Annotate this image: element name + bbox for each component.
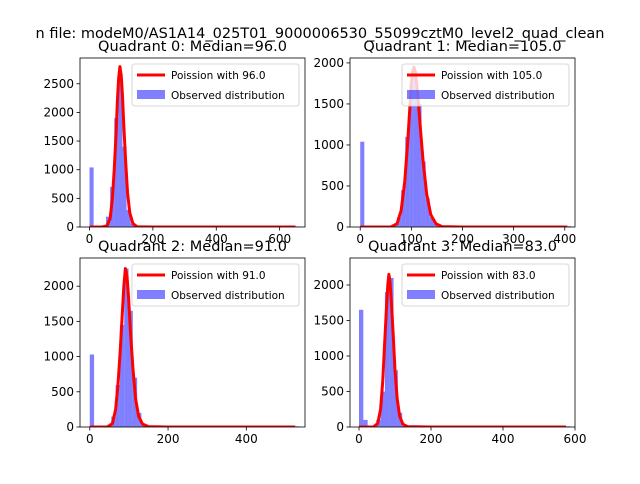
y-tick-label: 2000 — [43, 279, 74, 293]
x-tick-label: 200 — [157, 432, 180, 446]
y-tick-label: 0 — [66, 220, 74, 234]
y-tick-label: 2000 — [313, 278, 344, 292]
figure-suptitle: n file: modeM0/AS1A14_025T01_9000006530_… — [36, 26, 605, 42]
hist-bar — [359, 310, 363, 427]
y-tick-label: 1000 — [313, 138, 344, 152]
legend: Poission with 91.0 Observed distribution — [132, 264, 299, 306]
legend-label: Poission with 91.0 — [171, 270, 266, 282]
legend-label: Poission with 105.0 — [441, 70, 542, 82]
y-tick-label: 0 — [336, 220, 344, 234]
legend-label: Observed distribution — [441, 90, 555, 102]
y-tick-label: 2000 — [313, 56, 344, 70]
hist-bar — [90, 354, 94, 427]
legend-hist-swatch — [407, 90, 435, 99]
y-tick-label: 1500 — [43, 134, 74, 148]
hist-bar — [360, 142, 364, 227]
y-tick-label: 1500 — [313, 313, 344, 327]
x-tick-label: 600 — [564, 432, 587, 446]
legend: Poission with 105.0 Observed distribution — [402, 64, 569, 106]
y-tick-label: 1500 — [43, 314, 74, 328]
y-tick-label: 2000 — [43, 105, 74, 119]
y-tick-label: 1500 — [313, 97, 344, 111]
x-tick-label: 0 — [86, 432, 94, 446]
legend-hist-swatch — [137, 90, 165, 99]
y-tick-label: 0 — [66, 420, 74, 434]
legend-label: Poission with 83.0 — [441, 270, 536, 282]
subplot-title: Quadrant 3: Median=83.0 — [368, 239, 557, 255]
y-tick-label: 1000 — [313, 349, 344, 363]
y-tick-label: 500 — [51, 385, 74, 399]
legend: Poission with 83.0 Observed distribution — [402, 264, 569, 306]
hist-bar — [90, 167, 94, 227]
x-tick-label: 400 — [492, 432, 515, 446]
legend-hist-swatch — [137, 290, 165, 299]
legend-label: Poission with 96.0 — [171, 70, 266, 82]
x-tick-label: 0 — [355, 432, 363, 446]
y-tick-label: 2500 — [43, 77, 74, 91]
y-tick-label: 1000 — [43, 350, 74, 364]
subplot-title: Quadrant 2: Median=91.0 — [98, 239, 287, 255]
y-tick-label: 1000 — [43, 163, 74, 177]
legend-label: Observed distribution — [171, 290, 285, 302]
y-tick-label: 0 — [336, 420, 344, 434]
y-tick-label: 500 — [51, 191, 74, 205]
legend-label: Observed distribution — [171, 90, 285, 102]
x-tick-label: 200 — [420, 432, 443, 446]
x-tick-label: 400 — [235, 432, 258, 446]
y-tick-label: 500 — [321, 384, 344, 398]
legend-label: Observed distribution — [441, 290, 555, 302]
x-tick-label: 0 — [356, 232, 364, 246]
legend-hist-swatch — [407, 290, 435, 299]
y-tick-label: 500 — [321, 179, 344, 193]
x-tick-label: 0 — [86, 232, 94, 246]
legend: Poission with 96.0 Observed distribution — [132, 64, 299, 106]
